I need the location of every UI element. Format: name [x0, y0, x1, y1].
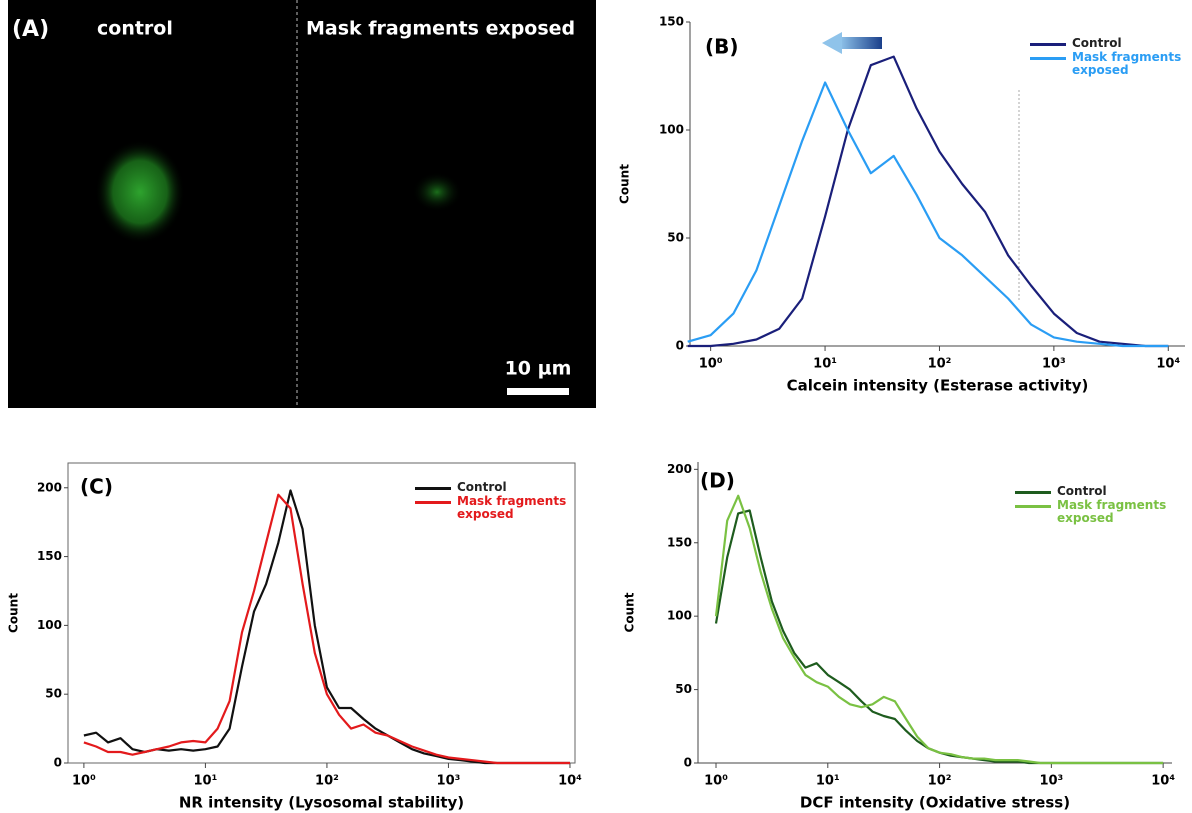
- legend: Control Mask fragments exposed: [415, 481, 567, 522]
- x-axis-label: Calcein intensity (Esterase activity): [787, 377, 1089, 395]
- micrograph-panel: (A) control Mask fragments exposed 10 µm: [8, 0, 596, 408]
- panel-title: Mask fragments exposed: [306, 18, 575, 40]
- legend-entry: Control: [1015, 485, 1167, 498]
- panel-label: (C): [80, 475, 113, 499]
- x-axis-label: DCF intensity (Oxidative stress): [800, 794, 1070, 812]
- legend-swatch: [415, 501, 451, 504]
- legend-label: Control: [1057, 484, 1107, 498]
- y-tick-label: 0: [684, 756, 692, 770]
- y-axis-label: Count: [623, 592, 637, 632]
- y-tick-label: 0: [54, 756, 62, 770]
- x-tick-label: 10¹: [813, 357, 837, 372]
- y-tick-label: 0: [676, 339, 684, 353]
- x-tick-label: 10⁴: [1156, 357, 1180, 372]
- x-tick-label: 10⁴: [558, 774, 582, 789]
- panel-label: (A): [12, 17, 49, 42]
- x-tick-label: 10²: [928, 774, 952, 789]
- y-axis-label: Count: [7, 593, 21, 633]
- x-tick-label: 10³: [1039, 774, 1063, 789]
- y-tick-label: 150: [659, 15, 684, 29]
- series-line: [83, 489, 570, 765]
- legend: Control Mask fragments exposed: [1015, 485, 1167, 526]
- legend-entry: Mask fragments exposed: [1030, 51, 1182, 77]
- x-axis-label: NR intensity (Lysosomal stability): [179, 794, 464, 812]
- x-tick-label: 10⁰: [704, 774, 728, 789]
- legend-label: Control: [1072, 36, 1122, 50]
- legend-swatch: [1030, 43, 1066, 46]
- y-tick-label: 50: [45, 687, 62, 701]
- legend-entry: Control: [1030, 37, 1182, 50]
- x-tick-label: 10¹: [194, 774, 218, 789]
- plot-frame: [67, 462, 576, 764]
- legend-label: Mask fragments exposed: [1057, 498, 1167, 525]
- y-tick-label: 100: [659, 123, 684, 137]
- scale-bar-label: 10 µm: [505, 358, 572, 380]
- legend-entry: Mask fragments exposed: [1015, 499, 1167, 525]
- legend-label: Mask fragments exposed: [1072, 50, 1182, 77]
- legend: Control Mask fragments exposed: [1030, 37, 1182, 78]
- legend-entry: Control: [415, 481, 567, 494]
- x-tick-label: 10³: [1042, 357, 1066, 372]
- y-tick-label: 150: [37, 549, 62, 563]
- legend-label: Mask fragments exposed: [457, 494, 567, 521]
- legend-swatch: [1030, 57, 1066, 60]
- arrow-body: [840, 37, 882, 49]
- scale-bar: [507, 388, 569, 395]
- cell-exposed: [412, 172, 462, 212]
- arrow-head: [822, 32, 842, 54]
- y-tick-label: 50: [667, 231, 684, 245]
- series-line: [687, 55, 1169, 348]
- x-tick-label: 10²: [928, 357, 952, 372]
- series-line: [687, 81, 1169, 348]
- series-line: [83, 493, 570, 765]
- micrograph-background: [8, 0, 596, 408]
- x-tick-label: 10²: [315, 774, 339, 789]
- x-tick-label: 10⁰: [72, 774, 96, 789]
- y-tick-label: 100: [667, 609, 692, 623]
- y-tick-label: 150: [667, 535, 692, 549]
- legend-swatch: [415, 487, 451, 490]
- shift-arrow: [822, 32, 1020, 300]
- legend-entry: Mask fragments exposed: [415, 495, 567, 521]
- panel-label: (D): [700, 469, 735, 493]
- panel-label: (B): [705, 35, 739, 59]
- x-tick-label: 10⁰: [699, 357, 723, 372]
- y-axis-label: Count: [618, 164, 632, 204]
- cell-control: [95, 140, 185, 244]
- x-tick-label: 10¹: [816, 774, 840, 789]
- series-line: [714, 494, 1164, 765]
- y-tick-label: 200: [667, 462, 692, 476]
- x-tick-label: 10⁴: [1151, 774, 1175, 789]
- legend-swatch: [1015, 505, 1051, 508]
- legend-swatch: [1015, 491, 1051, 494]
- y-tick-label: 200: [37, 480, 62, 494]
- legend-label: Control: [457, 480, 507, 494]
- x-tick-label: 10³: [437, 774, 461, 789]
- y-tick-label: 50: [675, 682, 692, 696]
- panel-title: control: [97, 18, 173, 40]
- y-tick-label: 100: [37, 618, 62, 632]
